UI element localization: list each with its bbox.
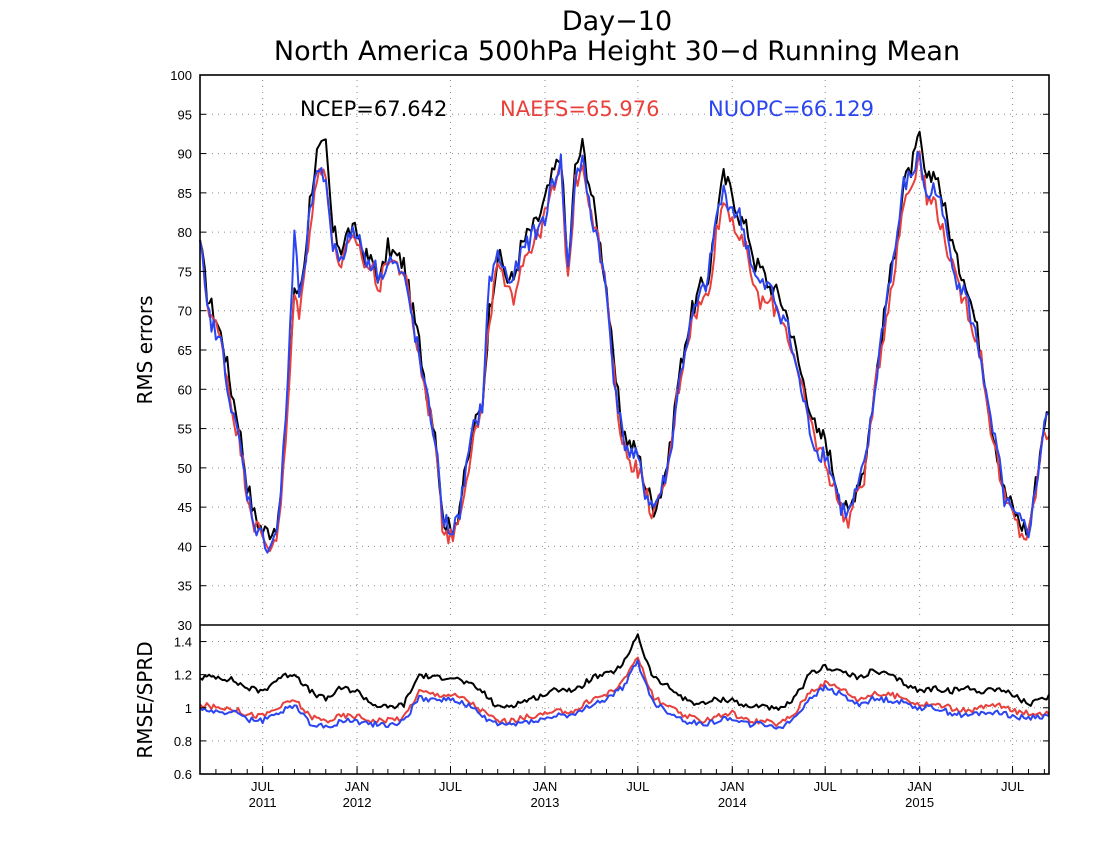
top-y-tick-label: 55 bbox=[178, 422, 192, 437]
x-tick-month-label: JUL bbox=[1001, 779, 1024, 794]
x-tick-year-label: 2012 bbox=[343, 795, 372, 810]
top-y-tick-label: 90 bbox=[178, 147, 192, 162]
top-y-tick-label: 35 bbox=[178, 579, 192, 594]
bottom-y-tick-label: 1.2 bbox=[174, 668, 192, 683]
x-tick-year-label: 2014 bbox=[718, 795, 747, 810]
x-tick-month-label: JUL bbox=[626, 779, 649, 794]
bottom-series-nuopc bbox=[199, 659, 1050, 730]
x-tick-month-label: JAN bbox=[720, 779, 745, 794]
top-panel-series bbox=[199, 130, 1050, 554]
top-y-tick-label: 45 bbox=[178, 500, 192, 515]
bottom-y-axis-ticks: 0.6 0.8 1 1.2 1.4 bbox=[174, 635, 1049, 782]
top-y-tick-label: 95 bbox=[178, 107, 192, 122]
legend-ncep: NCEP=67.642 bbox=[300, 97, 447, 121]
x-tick-month-label: JAN bbox=[533, 779, 558, 794]
legend-nuopc: NUOPC=66.129 bbox=[708, 97, 874, 121]
x-tick-year-label: 2015 bbox=[905, 795, 934, 810]
x-tick-month-label: JAN bbox=[345, 779, 370, 794]
chart-title: Day−10 bbox=[562, 6, 672, 37]
top-series-ncep bbox=[199, 130, 1050, 541]
top-panel-grid bbox=[200, 80, 1049, 620]
bottom-y-tick-label: 0.6 bbox=[174, 767, 192, 782]
legend-naefs: NAEFS=65.976 bbox=[500, 97, 659, 121]
chart-subtitle: North America 500hPa Height 30−d Running… bbox=[274, 36, 960, 67]
top-series-naefs bbox=[199, 150, 1050, 553]
bottom-y-tick-label: 1 bbox=[185, 701, 192, 716]
x-tick-year-label: 2011 bbox=[249, 795, 277, 810]
top-y-tick-label: 30 bbox=[178, 618, 192, 633]
x-tick-year-label: 2013 bbox=[530, 795, 559, 810]
x-tick-month-label: JUL bbox=[439, 779, 462, 794]
bottom-series-ncep bbox=[199, 633, 1050, 711]
top-y-tick-label: 100 bbox=[170, 68, 192, 83]
top-y-tick-label: 60 bbox=[178, 382, 192, 397]
bottom-y-axis-label: RMSE/SPRD bbox=[133, 641, 157, 758]
top-y-tick-label: 80 bbox=[178, 225, 192, 240]
bottom-y-tick-label: 0.8 bbox=[174, 734, 192, 749]
x-tick-month-label: JUL bbox=[251, 779, 274, 794]
top-y-axis-ticks: 30 35 40 45 50 55 60 65 70 75 80 85 90 95 100 bbox=[170, 68, 1049, 633]
bottom-y-tick-label: 1.4 bbox=[174, 635, 192, 650]
top-y-axis-label: RMS errors bbox=[133, 295, 157, 404]
top-y-tick-label: 50 bbox=[178, 461, 192, 476]
bottom-series-naefs bbox=[199, 656, 1050, 728]
top-y-tick-label: 65 bbox=[178, 343, 192, 358]
top-series-nuopc bbox=[199, 150, 1050, 554]
top-y-tick-label: 75 bbox=[178, 264, 192, 279]
top-y-tick-label: 70 bbox=[178, 304, 192, 319]
x-tick-month-label: JUL bbox=[814, 779, 837, 794]
top-y-tick-label: 40 bbox=[178, 539, 192, 554]
x-tick-month-label: JAN bbox=[907, 779, 932, 794]
top-y-tick-label: 85 bbox=[178, 186, 192, 201]
plot-frame bbox=[199, 74, 1050, 775]
bottom-panel-series bbox=[199, 633, 1050, 730]
